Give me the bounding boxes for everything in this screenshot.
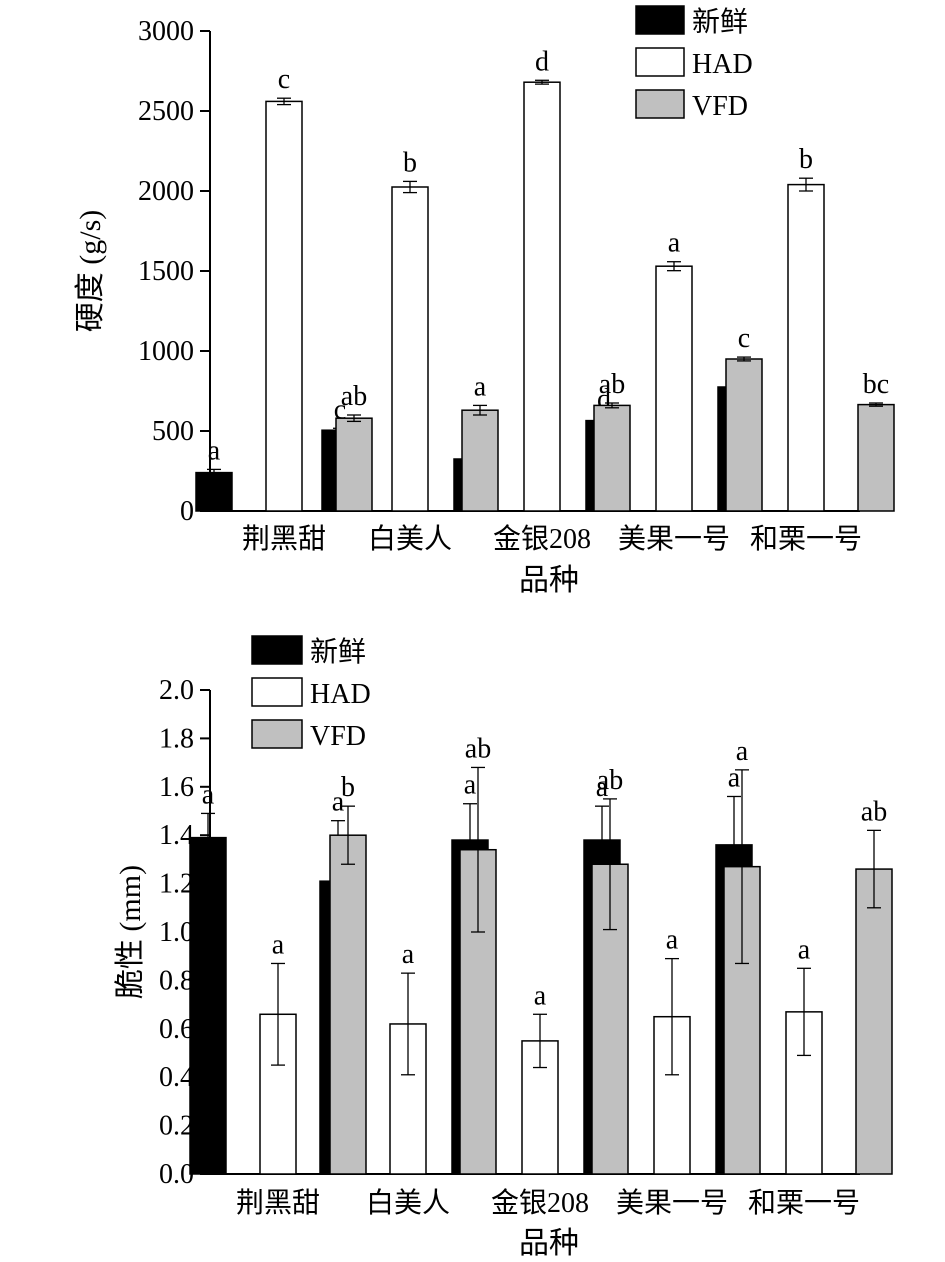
legend-swatch [251,719,303,749]
bar-VFD [329,834,367,1175]
significance-label: ab [341,381,367,412]
y-tick-label: 1.2 [159,869,194,900]
significance-label: bc [863,369,889,400]
significance-label: b [341,772,355,803]
hardness-chart: 0 500 1000 1500 2000 2500 3000 硬度 (g/s) 荆黑甜 白美人 金银… [74,5,895,597]
significance-label: b [799,144,813,175]
bar-新鲜 [195,471,233,512]
significance-label: ab [861,796,887,827]
legend-swatch [251,677,303,707]
legend-swatch [251,635,303,665]
y-tick-label: 1.6 [159,772,194,803]
y-tick-label: 0.6 [159,1014,194,1045]
category-label: 白美人 [368,523,452,555]
category-label: 荆黑甜 [236,1187,320,1219]
significance-label: a [728,762,741,793]
y-tick-label: 1000 [138,336,194,367]
y-tick-label: 2000 [138,176,194,207]
category-label: 金银208 [491,1187,589,1219]
bar-HAD [523,81,561,512]
significance-label: a [666,925,679,956]
y-tick-label: 2.0 [159,675,194,706]
y-tick-label: 0.2 [159,1111,194,1142]
significance-label: a [332,787,345,818]
category-label: 和栗一号 [748,1187,860,1219]
legend-label: VFD [310,721,366,752]
legend-label: HAD [310,679,371,710]
y-axis-title: 硬度 (g/s) [74,210,107,333]
legend-swatch [635,47,685,77]
significance-label: c [738,323,750,354]
y-tick-label: 2500 [138,96,194,127]
bar-VFD [593,404,631,512]
bar-HAD [391,186,429,512]
significance-label: a [208,435,221,466]
legend-swatch [635,89,685,119]
significance-label: ab [465,733,491,764]
y-tick-label: 3000 [138,16,194,47]
bar-VFD [335,417,373,512]
significance-label: a [474,371,487,402]
significance-label: d [535,46,549,77]
y-tick-label: 1500 [138,256,194,287]
y-tick-label: 0.0 [159,1159,194,1190]
bar-新鲜 [189,836,227,1175]
significance-label: a [534,980,547,1011]
category-label: 荆黑甜 [242,523,326,555]
legend-swatch [635,5,685,35]
category-label: 美果一号 [616,1187,728,1219]
significance-label: a [668,228,681,259]
significance-label: ab [597,765,623,796]
significance-label: a [596,772,609,803]
legend-label: 新鲜 [692,6,748,38]
bar-HAD [655,265,693,512]
significance-label: ab [599,369,625,400]
y-tick-label: 0 [180,496,194,527]
x-axis-title: 品种 [519,564,579,597]
significance-label: a [272,929,285,960]
significance-label: c [278,64,290,95]
y-tick-label: 1.0 [159,917,194,948]
y-axis-title: 脆性 (mm) [114,865,147,999]
bar-VFD [855,868,893,1175]
significance-label: b [403,147,417,178]
bar-VFD [461,409,499,512]
bar-HAD [787,183,825,512]
bar-VFD [857,403,895,512]
significance-label: a [464,770,477,801]
significance-label: a [202,779,215,810]
category-label: 白美人 [366,1187,450,1219]
y-tick-label: 500 [152,416,194,447]
y-tick-label: 0.4 [159,1062,194,1093]
legend-label: VFD [692,91,748,122]
y-tick-label: 1.8 [159,723,194,754]
bar-VFD [725,358,763,512]
category-label: 美果一号 [618,523,730,555]
significance-label: a [402,939,415,970]
x-axis-title: 品种 [519,1227,579,1260]
y-tick-label: 1.4 [159,820,194,851]
brittleness-chart: 0.0 0.2 0.4 0.6 0.8 1.0 1.2 1.4 1.6 1.8 2.0 脆性 (mm)… [114,635,893,1260]
legend-label: 新鲜 [310,636,366,668]
bar-HAD [265,100,303,512]
legend-label: HAD [692,49,753,80]
category-label: 金银208 [493,523,591,555]
category-label: 和栗一号 [750,523,862,555]
y-tick-label: 0.8 [159,965,194,996]
significance-label: a [736,736,749,767]
significance-label: a [798,934,811,965]
